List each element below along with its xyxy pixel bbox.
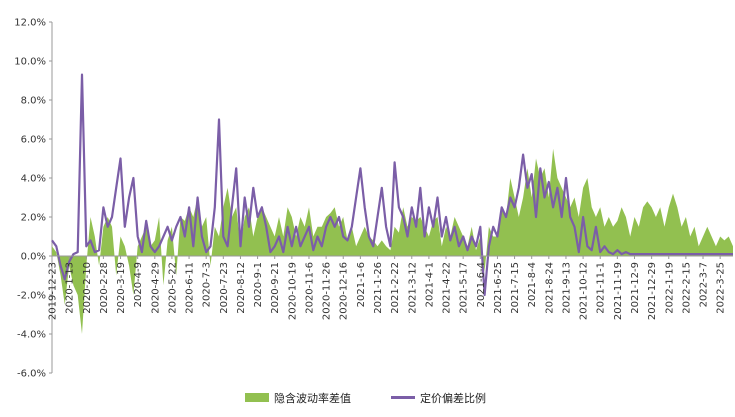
y-tick-label: 2.0% — [21, 213, 46, 224]
x-tick-label: 2021-8-4 — [527, 262, 538, 307]
x-tick-label: 2020-2-28 — [99, 262, 110, 314]
series-line — [51, 73, 733, 297]
x-tick-label: 2020-2-10 — [82, 262, 93, 314]
x-tick-label: 2020-9-21 — [270, 262, 281, 314]
x-tick-label: 2020-11-26 — [322, 262, 333, 320]
x-tick-label: 2021-9-13 — [561, 262, 572, 314]
x-tick-label: 2021-2-22 — [390, 262, 401, 314]
x-axis: 2019-12-23 2020-1-13 2020-2-10 2020-2-28 202… — [48, 255, 733, 320]
y-tick-label: 8.0% — [21, 96, 46, 107]
y-tick-label: 10.0% — [14, 57, 46, 68]
x-tick-label: 2020-8-12 — [236, 262, 247, 314]
x-tick-label: 2020-1-13 — [65, 262, 76, 314]
y-tick-label: 6.0% — [21, 135, 46, 146]
x-tick-label: 2021-12-9 — [630, 262, 641, 314]
legend-label-line: 定价偏差比例 — [420, 391, 486, 405]
x-tick-label: 2022-2-15 — [681, 262, 692, 314]
x-tick-label: 2020-10-19 — [287, 262, 298, 320]
x-tick-label: 2021-1-6 — [356, 262, 367, 307]
x-tick-label: 2020-12-16 — [339, 262, 350, 320]
x-tick-label: 2020-7-3 — [202, 262, 213, 307]
x-tick-label: 2020-6-11 — [185, 262, 196, 314]
x-tick-label: 2021-12-29 — [647, 262, 658, 320]
x-tick-label: 2022-3-25 — [716, 262, 727, 314]
x-tick-label: 2020-4-29 — [150, 262, 161, 314]
x-tick-label: 2021-1-26 — [373, 262, 384, 314]
plot-area — [51, 73, 733, 334]
x-tick-label: 2021-11-1 — [596, 262, 607, 314]
y-tick-label: 12.0% — [14, 18, 46, 29]
x-tick-label: 2021-8-24 — [544, 262, 555, 314]
series-area — [52, 148, 733, 334]
x-tick-label: 2020-9-1 — [253, 262, 264, 307]
x-tick-label: 2021-11-19 — [613, 262, 624, 320]
legend-swatch-area — [245, 393, 269, 402]
x-tick-label: 2021-6-25 — [493, 262, 504, 314]
legend: 隐含波动率差值 定价偏差比例 — [245, 391, 486, 405]
y-tick-label: -6.0% — [17, 369, 46, 380]
x-tick-label: 2021-4-1 — [424, 262, 435, 307]
y-axis: 12.0% 10.0% 8.0% 6.0% 4.0% 2.0% 0.0% -2.0% -4.0%… — [14, 18, 53, 380]
x-tick-label: 2020-3-19 — [116, 262, 127, 314]
x-tick-label: 2021-10-12 — [579, 262, 590, 320]
legend-label-area: 隐含波动率差值 — [274, 391, 351, 405]
x-tick-label: 2020-7-23 — [219, 262, 230, 314]
y-tick-label: -4.0% — [17, 330, 46, 341]
x-tick-label: 2021-3-12 — [407, 262, 418, 314]
x-tick-label: 2021-5-17 — [459, 262, 470, 314]
x-tick-label: 2021-6-4 — [476, 262, 487, 307]
x-tick-label: 2020-5-22 — [167, 262, 178, 314]
x-tick-label: 2020-4-9 — [133, 262, 144, 307]
y-tick-label: -2.0% — [17, 291, 46, 302]
x-tick-label: 2019-12-23 — [48, 262, 59, 320]
x-tick-label: 2022-1-19 — [664, 262, 675, 314]
y-tick-label: 0.0% — [21, 252, 46, 263]
x-tick-label: 2021-4-22 — [442, 262, 453, 314]
x-tick-label: 2020-11-6 — [304, 262, 315, 314]
y-tick-label: 4.0% — [21, 174, 46, 185]
x-tick-label: 2022-3-7 — [699, 262, 710, 307]
x-tick-label: 2021-7-15 — [510, 262, 521, 314]
